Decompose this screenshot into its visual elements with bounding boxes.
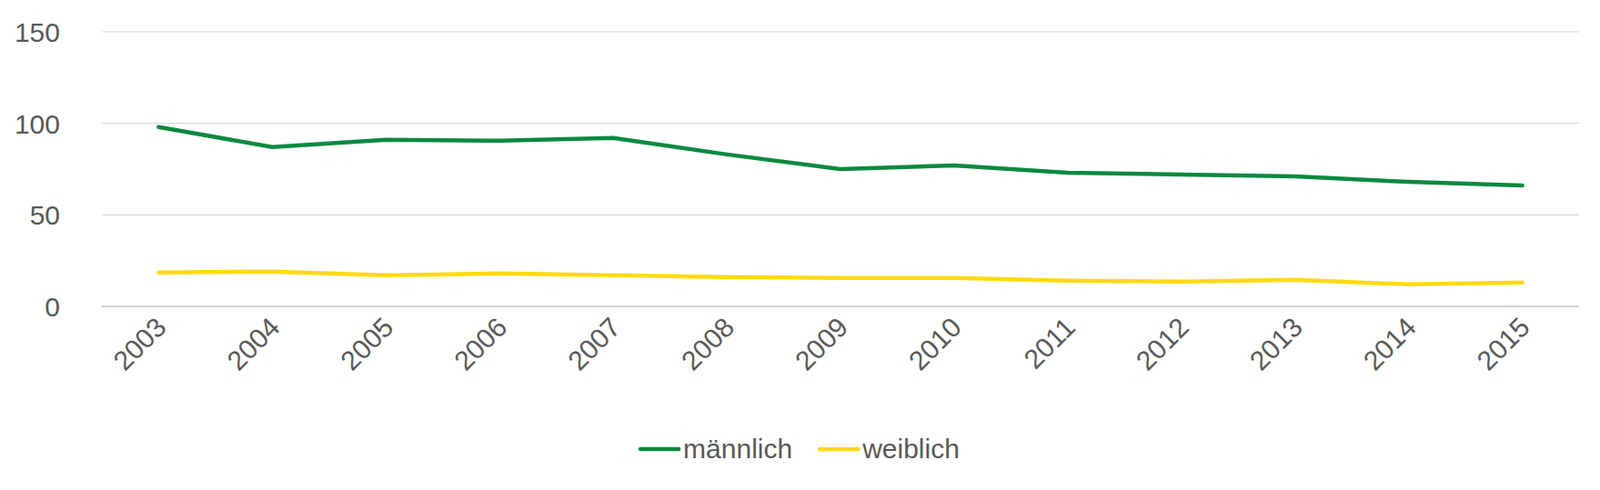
- y-tick-label: 100: [14, 109, 61, 140]
- grid-line: [101, 30, 1580, 32]
- chart-root: 0 50 100 150 2003 2004 2005 2006 2007 2008 2009 201…: [0, 0, 1600, 490]
- y-tick-label: 0: [44, 291, 61, 323]
- legend-label: weiblich: [861, 433, 960, 464]
- x-tick-label: 2014: [1357, 311, 1422, 377]
- x-tick-label: 2010: [903, 311, 968, 377]
- legend: männlich weiblich: [640, 433, 960, 464]
- x-tick-label: 2011: [1017, 311, 1081, 375]
- x-tick-label: 2007: [562, 311, 627, 377]
- x-tick-label: 2003: [107, 311, 172, 377]
- grid-line: [101, 214, 1580, 216]
- series-group: [158, 127, 1522, 285]
- legend-label: männlich: [683, 433, 793, 464]
- x-tick-label: 2008: [675, 311, 741, 377]
- x-tick-label: 2005: [334, 311, 400, 377]
- chart: 0 50 100 150 2003 2004 2005 2006 2007 2008 2009 201…: [0, 0, 1600, 490]
- series-line: [158, 127, 1522, 186]
- x-tick-label: 2004: [221, 311, 286, 377]
- x-tick-label: 2015: [1470, 311, 1536, 377]
- legend-swatch: [819, 447, 858, 453]
- series-line: [158, 271, 1522, 285]
- legend-swatch: [640, 447, 679, 453]
- grid-line: [101, 305, 1580, 308]
- grid-line: [101, 122, 1580, 124]
- x-tick-label: 2013: [1243, 311, 1309, 377]
- y-tick-label: 150: [14, 17, 61, 48]
- y-tick-label: 50: [30, 200, 61, 231]
- x-tick-label: 2012: [1129, 311, 1195, 377]
- x-tick-label: 2009: [789, 311, 855, 377]
- x-tick-label: 2006: [448, 311, 514, 377]
